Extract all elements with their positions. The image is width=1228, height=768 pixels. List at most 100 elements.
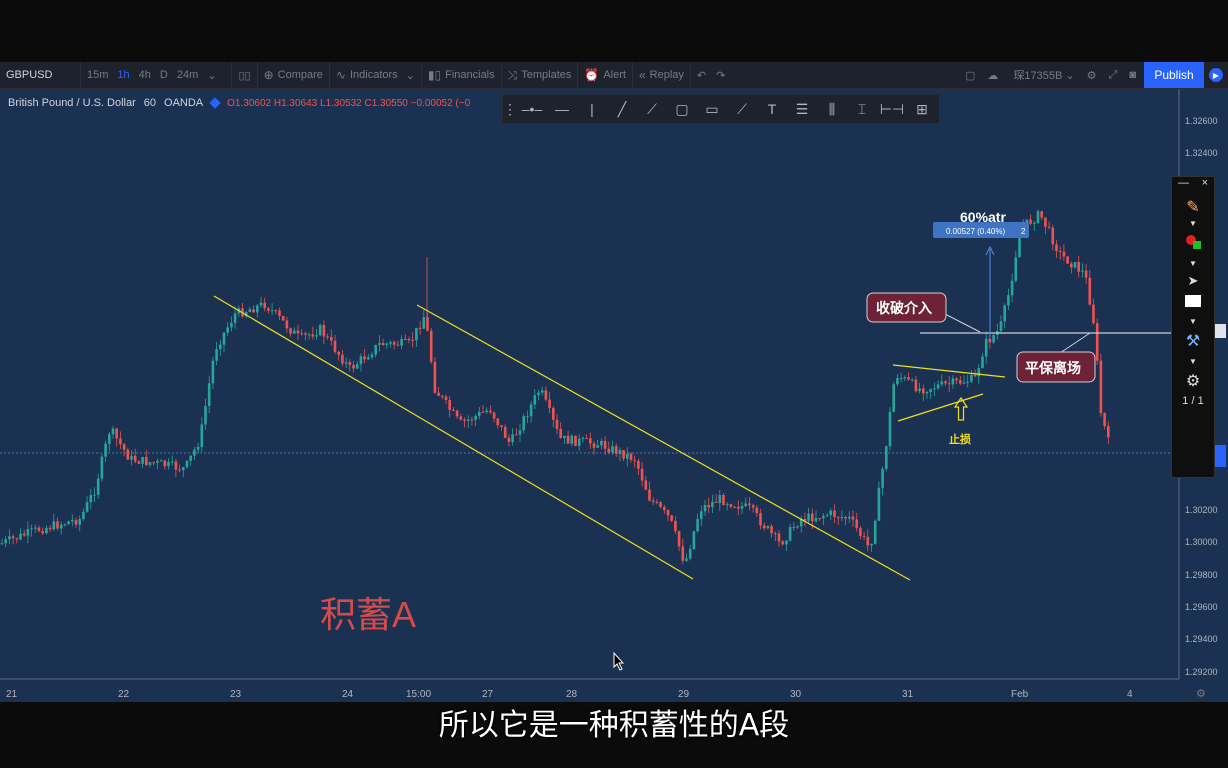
timeframe-24m[interactable]: 24m (176, 69, 199, 81)
alert-label: Alert (603, 69, 626, 81)
play-button[interactable]: ▶ (1204, 62, 1228, 88)
breakeven-callout[interactable] (1016, 351, 1096, 383)
candle-body (770, 526, 773, 534)
close-icon[interactable]: × (1201, 177, 1208, 189)
candle-body (844, 517, 847, 519)
chevron-down-icon[interactable]: ▼ (1189, 357, 1197, 366)
financials-button[interactable]: ▮▯ Financials (422, 62, 502, 88)
candle-body (555, 419, 559, 429)
candle-body (248, 309, 252, 313)
drag-handle-icon[interactable]: ⋮ (503, 100, 517, 117)
ray-icon[interactable]: ⟋ (647, 100, 657, 117)
date-range-icon[interactable]: ⊢⊣ (879, 100, 905, 117)
timeframe-15m[interactable]: 15m (87, 69, 109, 81)
chevron-down-icon[interactable]: ⌄ (207, 69, 217, 82)
color-picker-icon[interactable] (1172, 233, 1214, 259)
camera-icon[interactable]: ◙ (1129, 69, 1136, 81)
price-chart[interactable]: 1.32600 1.32400 1.30200 1.30000 1.29800 … (0, 89, 1228, 702)
flag-icon[interactable] (209, 97, 221, 109)
candle-body (174, 461, 178, 470)
channel-upper-line[interactable] (416, 304, 911, 581)
candle-body (585, 438, 588, 440)
candle-body (711, 501, 714, 508)
text-icon[interactable]: T (767, 101, 777, 117)
white-box-icon[interactable] (1172, 295, 1214, 317)
right-toolbar-tools: ▢ ☁ 琛17355B ⌄ ⚙ ⤢ ◙ (953, 62, 1136, 88)
candle-body (903, 377, 907, 379)
date-price-range-icon[interactable]: ⊞ (916, 100, 928, 117)
fullscreen-box-icon[interactable]: ▢ (964, 69, 976, 82)
candle-body (1029, 219, 1032, 224)
chevron-down-icon[interactable]: ▼ (1189, 259, 1197, 268)
candle-body (1007, 295, 1010, 306)
candle-body (344, 362, 348, 364)
chart-type-button[interactable]: ▯▯ (232, 62, 258, 88)
candle-body (337, 351, 340, 355)
replay-button[interactable]: «Replay (633, 62, 691, 88)
alert-button[interactable]: ⏰ Alert (578, 62, 633, 88)
candle-body (82, 511, 85, 520)
vertical-line-icon[interactable]: | (590, 101, 594, 117)
fib-retracement-icon[interactable]: ☰ (795, 100, 809, 117)
redo-icon[interactable]: ↷ (716, 69, 726, 82)
candle-body (688, 549, 692, 559)
candle-body (11, 536, 15, 539)
candle-body (426, 317, 429, 331)
expand-icon[interactable]: ⤢ (1108, 68, 1118, 81)
settings-gear-icon[interactable]: ⚙ (1086, 69, 1097, 82)
templates-button[interactable]: ⤨ Templates (502, 62, 579, 88)
symbol-search[interactable]: GBPUSD (0, 62, 81, 88)
pointer-icon[interactable]: ➤ (1187, 273, 1199, 288)
candle-body (870, 543, 873, 546)
candle-body (152, 462, 155, 464)
candle-body (511, 434, 514, 443)
candle-body (219, 344, 222, 350)
triangle-lower-line[interactable] (897, 393, 984, 422)
callout-icon[interactable]: ▭ (705, 100, 719, 117)
gear-icon[interactable]: ⚙ (1185, 373, 1201, 390)
chevron-down-icon[interactable]: ▼ (1189, 317, 1197, 326)
candle-body (740, 506, 744, 509)
channel-lower-line[interactable] (213, 295, 694, 580)
candle-body (644, 480, 648, 490)
candle-body (529, 404, 533, 417)
undo-icon[interactable]: ↶ (696, 69, 707, 82)
publish-button[interactable]: Publish (1144, 62, 1204, 88)
indicators-button[interactable]: ∿ Indicators ⌄ (330, 62, 422, 88)
candle-body (267, 308, 270, 311)
gann-icon[interactable]: ⫼ (828, 100, 836, 117)
legend-instrument[interactable]: British Pound / U.S. Dollar (8, 97, 136, 109)
candle-body (189, 455, 192, 461)
minimize-icon[interactable]: — (1178, 177, 1189, 189)
legend-source: OANDA (164, 97, 204, 109)
pencil-icon[interactable]: ✎ (1186, 199, 1200, 216)
candle-body (278, 310, 281, 317)
candle-body (1040, 211, 1043, 218)
timeframe-1h[interactable]: 1h (117, 69, 130, 81)
measure-tooltip (933, 222, 1029, 238)
chart-pane[interactable]: 1.32600 1.32400 1.30200 1.30000 1.29800 … (0, 89, 1228, 702)
price-range-icon[interactable]: ⌶ (857, 100, 867, 117)
timeframe-d[interactable]: D (159, 69, 168, 81)
horizontal-ray-icon[interactable]: –•– (521, 101, 543, 117)
candle-body (500, 425, 503, 427)
brush-icon[interactable]: ⟋ (737, 100, 747, 117)
triangle-upper-line[interactable] (892, 364, 1006, 378)
candle-body (977, 368, 981, 377)
horizontal-line-icon[interactable]: — (555, 101, 569, 117)
hammer-icon[interactable]: ⚒ (1185, 333, 1201, 350)
candle-body (614, 446, 618, 454)
candle-body (822, 515, 825, 519)
cloud-layout-button[interactable]: ☁ 琛17355B ⌄ (987, 70, 1075, 82)
candle-body (196, 446, 200, 450)
trend-line-icon[interactable]: ╱ (617, 100, 627, 117)
candle-body (463, 419, 466, 421)
settings-gear-icon[interactable]: ⚙ (1196, 688, 1206, 700)
chevron-down-icon[interactable]: ▼ (1189, 219, 1197, 228)
timeframe-4h[interactable]: 4h (138, 69, 151, 81)
candle-body (293, 330, 296, 334)
candle-body (940, 381, 944, 385)
breakout-callout[interactable] (866, 292, 947, 323)
rectangle-icon[interactable]: ▢ (675, 100, 689, 117)
compare-button[interactable]: ⊕ Compare (258, 62, 330, 88)
